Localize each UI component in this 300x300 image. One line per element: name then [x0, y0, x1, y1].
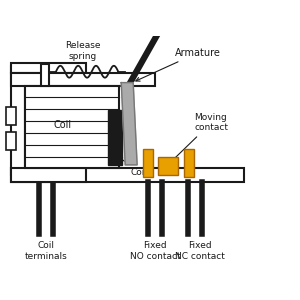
Text: Fixed
NO contact: Fixed NO contact: [130, 242, 180, 261]
Text: Release
spring: Release spring: [65, 41, 100, 61]
Bar: [25, 85, 119, 168]
Polygon shape: [121, 82, 137, 165]
Bar: [11, 168, 244, 182]
Bar: [158, 157, 178, 175]
Bar: [6, 132, 16, 150]
Bar: [11, 66, 25, 175]
Bar: [143, 149, 153, 177]
Text: Fixed
NC contact: Fixed NC contact: [175, 242, 224, 261]
Text: Coil: Coil: [54, 120, 72, 130]
Bar: [6, 107, 16, 125]
Text: Armature: Armature: [136, 48, 220, 81]
Bar: [11, 63, 86, 73]
Text: Moving
contact: Moving contact: [171, 113, 229, 162]
Bar: [11, 168, 86, 182]
Text: Core: Core: [118, 157, 151, 177]
Bar: [108, 110, 122, 165]
Bar: [41, 64, 49, 86]
Bar: [184, 149, 194, 177]
Bar: [11, 73, 155, 85]
Text: Coil
terminals: Coil terminals: [25, 242, 67, 261]
